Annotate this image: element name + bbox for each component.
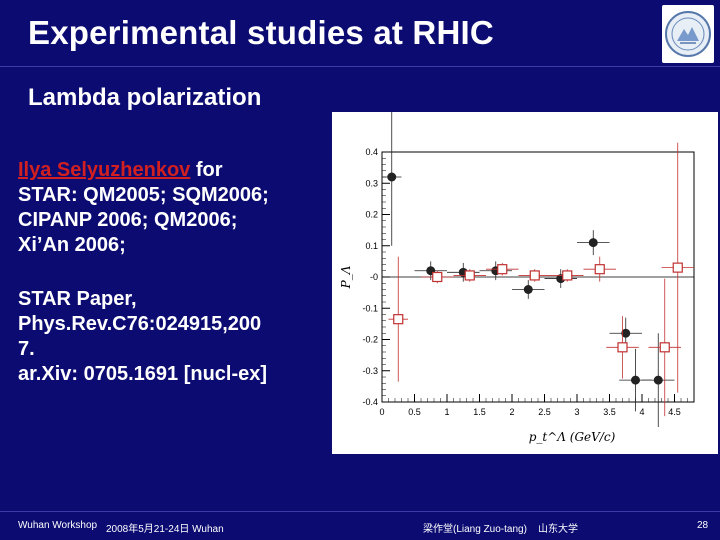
x-tick-label: 1.5	[473, 407, 486, 417]
data-point-open	[497, 264, 508, 275]
data-point-open	[464, 270, 475, 281]
page-number: 28	[697, 520, 709, 531]
reference-list-1: Ilya Selyuzhenkov for STAR: QM2005; SQM2…	[18, 158, 269, 258]
x-tick-label: 4	[639, 407, 644, 417]
x-tick-label: 1	[444, 407, 449, 417]
y-tick-label: -0.1	[362, 303, 378, 313]
y-tick-label: 0.1	[365, 241, 378, 251]
data-point-filled	[387, 172, 397, 182]
y-tick-label: -0.4	[362, 397, 378, 407]
author-line: Ilya Selyuzhenkov for	[18, 158, 269, 183]
x-tick-label: 3.5	[603, 407, 616, 417]
author-suffix: for	[190, 159, 223, 181]
paper-line: STAR Paper,	[18, 288, 137, 310]
slide-title: Experimental studies at RHIC	[28, 14, 494, 51]
data-point-open	[393, 314, 404, 325]
footer-workshop: Wuhan Workshop	[18, 520, 98, 531]
data-point-open	[562, 270, 573, 281]
polarization-plot: 0.4 0.3 0.2 0.1 -0 -0.1 -0.2 -0.3 -0.4 0 0.5 1 1.5 2 2…	[332, 112, 718, 454]
data-point-filled	[588, 238, 598, 248]
footer-divider	[0, 511, 720, 512]
data-point-open	[594, 264, 605, 275]
paper-line: 7.	[18, 338, 35, 360]
x-axis-label: p_t^Λ (GeV/c)	[529, 430, 616, 444]
x-tick-label: 4.5	[668, 407, 681, 417]
y-tick-label: 0.4	[365, 147, 378, 157]
reference-line: CIPANP 2006; QM2006;	[18, 209, 238, 231]
polarization-plot-svg: 0.4 0.3 0.2 0.1 -0 -0.1 -0.2 -0.3 -0.40 0.5 1 1.5 2 2…	[339, 112, 695, 444]
x-tick-label: 0	[379, 407, 384, 417]
data-point-filled	[621, 328, 631, 338]
footer-university: 山东大学	[538, 524, 578, 535]
slide-subtitle: Lambda polarization	[28, 84, 262, 111]
data-point-open	[617, 342, 628, 353]
paper-line: Phys.Rev.C76:024915,200	[18, 313, 262, 335]
data-point-filled	[523, 285, 533, 294]
x-tick-label: 2	[509, 407, 514, 417]
y-axis-label: P_Λ	[339, 265, 353, 289]
data-point-open	[432, 271, 443, 283]
reference-list-2: STAR Paper, Phys.Rev.C76:024915,200 7. a…	[18, 287, 267, 387]
x-tick-label: 2.5	[538, 407, 551, 417]
data-point-open	[672, 262, 683, 273]
y-tick-label: 0.3	[365, 178, 378, 188]
author-link[interactable]: Ilya Selyuzhenkov	[18, 159, 191, 181]
data-point-open	[659, 342, 670, 353]
y-tick-label: -0.2	[362, 335, 378, 345]
x-tick-label: 0.5	[408, 407, 421, 417]
x-tick-label: 3	[574, 407, 579, 417]
paper-line: ar.Xiv: 0705.1691 [nucl-ex]	[18, 363, 268, 385]
data-point-filled	[631, 375, 640, 385]
y-tick-label: -0.3	[362, 366, 378, 376]
title-divider	[0, 66, 720, 67]
reference-line: Xi’An 2006;	[18, 234, 126, 256]
y-tick-label: -0	[370, 272, 378, 282]
reference-line: STAR: QM2005; SQM2006;	[18, 184, 269, 206]
data-point-open	[529, 270, 540, 281]
data-point-filled	[653, 375, 663, 385]
footer-author: 梁作堂(Liang Zuo-tang)	[423, 524, 527, 535]
footer-date: 2008年5月21-24日 Wuhan	[106, 524, 224, 535]
y-tick-label: 0.2	[365, 210, 378, 220]
university-seal-logo	[662, 5, 714, 63]
